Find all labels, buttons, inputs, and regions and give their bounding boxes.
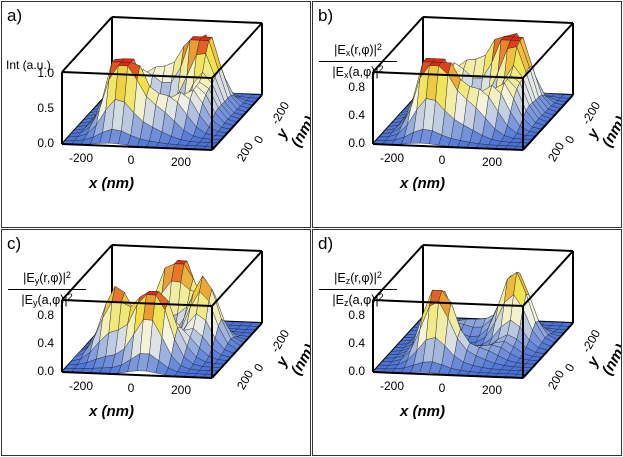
z-tick-label: 0.0 (348, 364, 365, 378)
panel-a: a) Int (a.u.) 1.0 0.5 0.0 -200 0 200 x (nm) -20… (1, 1, 311, 228)
panel-label: d) (318, 234, 334, 253)
z-tick-label: 0.8 (348, 308, 365, 322)
x-tick-label: 0 (127, 381, 135, 395)
panel-label: b) (318, 6, 334, 25)
z-tick-label: 1.0 (37, 66, 54, 80)
frame-front (61, 250, 263, 379)
surface-plot-a (61, 16, 263, 151)
z-tick-label: 0.4 (348, 108, 365, 122)
z-tick-label: 0.4 (37, 336, 54, 350)
z-tick-label: 0.0 (37, 136, 54, 150)
surface-plot-c (61, 244, 263, 379)
panel-b: b) |Ex(r,φ)|2 |Ex(a,φ)|2 0.8 0.4 0.0 -200 0 2… (312, 1, 622, 228)
z-tick-label: 0.8 (348, 80, 365, 94)
x-axis-title: x (nm) (400, 403, 445, 420)
z-tick-label: 0.8 (37, 308, 54, 322)
x-axis-title: x (nm) (89, 403, 134, 420)
x-tick-label: -200 (379, 379, 405, 393)
z-tick-label: 0.5 (37, 101, 54, 115)
x-tick-label: -200 (68, 151, 94, 165)
panel-d: d) |Ez(r,φ)|2 |Ez(a,φ)|2 0.8 0.4 0.0 -200 0 2… (312, 229, 622, 456)
x-axis-title: x (nm) (89, 175, 134, 192)
x-tick-label: 200 (170, 383, 192, 397)
frame-front (372, 250, 574, 379)
surface-plot-d (372, 244, 574, 379)
x-axis-title: x (nm) (400, 175, 445, 192)
x-tick-label: 200 (170, 155, 192, 169)
z-tick-label: 0.0 (37, 364, 54, 378)
panel-label: c) (7, 234, 22, 253)
x-tick-label: 200 (481, 383, 503, 397)
panel-label: a) (7, 6, 23, 25)
x-tick-label: -200 (379, 151, 405, 165)
x-tick-label: 0 (438, 153, 446, 167)
x-tick-label: -200 (68, 379, 94, 393)
z-tick-label: 0.4 (348, 336, 365, 350)
z-axis-label: |Ez(r,φ)|2 |Ez(a,φ)|2 (317, 268, 399, 311)
z-axis-label: |Ey(r,φ)|2 |Ey(a,φ)|2 (6, 268, 88, 311)
z-axis-label: |Ex(r,φ)|2 |Ex(a,φ)|2 (317, 40, 399, 83)
frame-front (61, 22, 263, 151)
x-tick-label: 0 (127, 153, 135, 167)
panel-c: c) |Ey(r,φ)|2 |Ey(a,φ)|2 0.8 0.4 0.0 -200 0 2… (1, 229, 311, 456)
surface-mesh (61, 259, 263, 379)
surface-mesh (61, 34, 263, 151)
z-tick-label: 0.0 (348, 136, 365, 150)
x-tick-label: 200 (481, 155, 503, 169)
surface-mesh (372, 32, 574, 151)
frame-front (372, 22, 574, 151)
surface-plot-b (372, 16, 574, 151)
surface-mesh (372, 271, 574, 379)
z-axis-label: Int (a.u.) (6, 58, 51, 72)
x-tick-label: 0 (438, 381, 446, 395)
